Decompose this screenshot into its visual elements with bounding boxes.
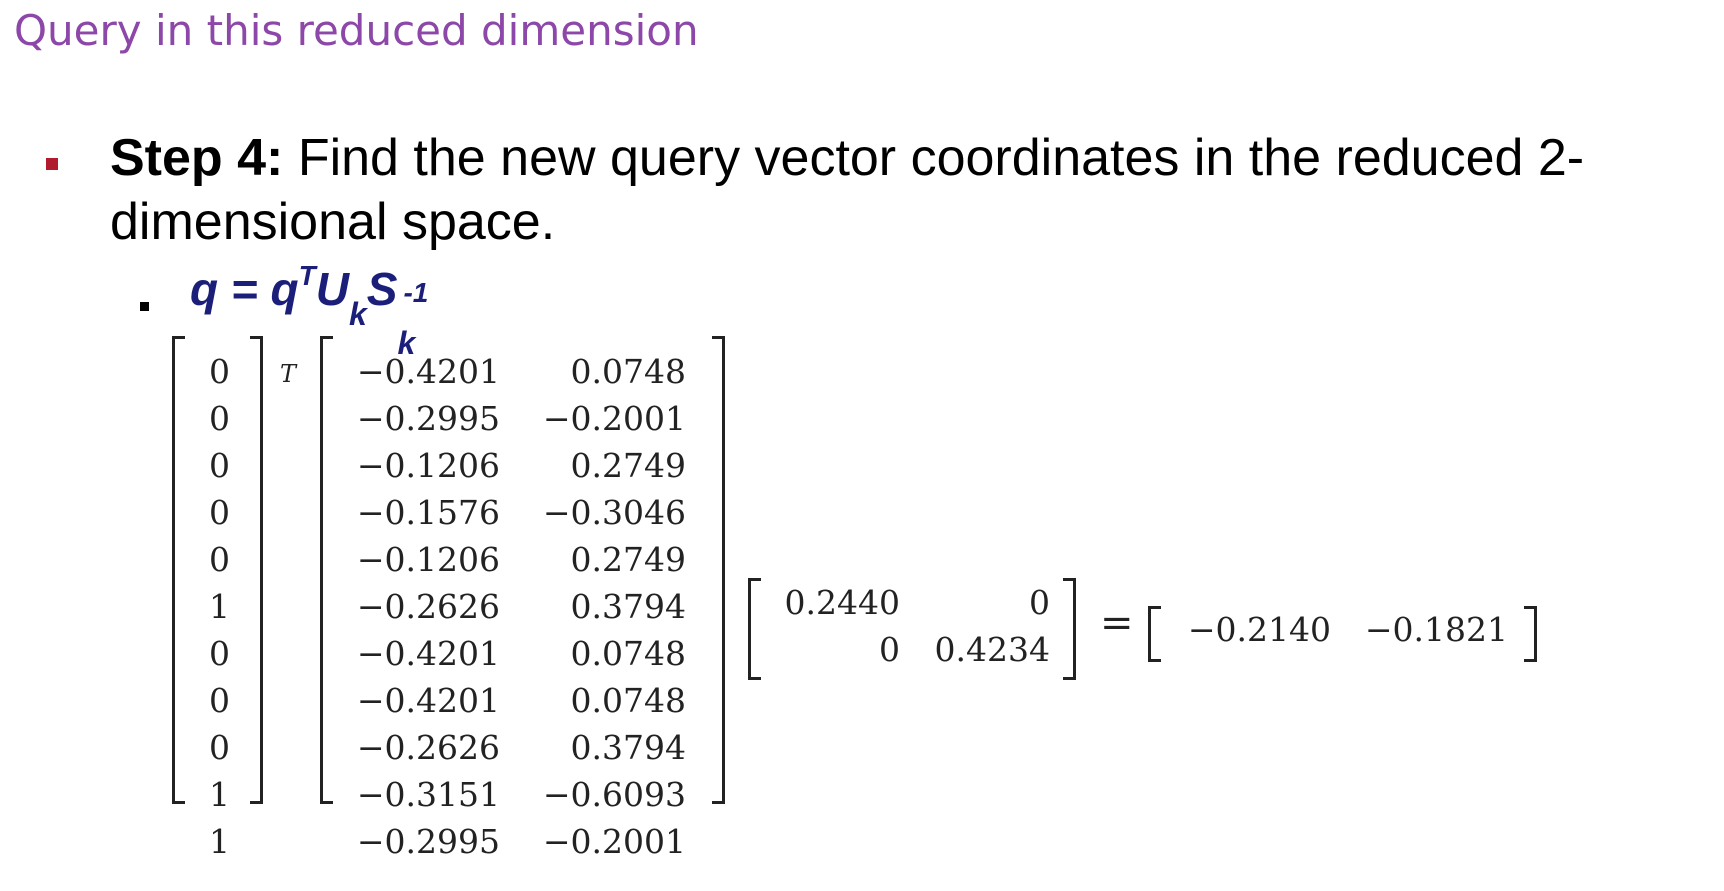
sk-matrix-right-bracket [1063,578,1076,680]
step-text: Find the new query vector coordinates in… [110,129,1585,251]
formula-inverse: -1 [403,277,429,308]
uk-entry: 0.0748 [570,352,686,391]
uk-entry: 0.2749 [570,446,686,485]
uk-entry: 0.2749 [570,540,686,579]
sk-entry: 0.2440 [784,583,900,622]
uk-entry: −0.2995 [356,399,500,438]
query-vector-entry: 0 [209,634,230,673]
uk-entry: 0.3794 [570,587,686,626]
uk-entry: −0.1206 [356,540,500,579]
step-label: Step 4: [110,129,284,187]
transpose-symbol: T [280,360,297,388]
uk-entry: −0.2001 [542,822,686,861]
query-vector-entry: 1 [209,587,230,626]
uk-entry: −0.3151 [356,775,500,814]
query-vector-entry: 0 [209,681,230,720]
uk-entry: −0.1576 [356,493,500,532]
uk-entry: 0.0748 [570,681,686,720]
slide-title: Query in this reduced dimension [14,6,699,55]
result-right-bracket [1524,606,1537,662]
equals-sign: = [1100,600,1134,646]
uk-matrix-right-bracket [712,336,725,804]
uk-entry: 0.3794 [570,728,686,767]
uk-entry: −0.3046 [542,493,686,532]
uk-entry: −0.4201 [356,352,500,391]
sub-bullet-marker [140,302,149,311]
uk-entry: −0.2001 [542,399,686,438]
query-vector-entry: 1 [209,775,230,814]
uk-entry: −0.2626 [356,587,500,626]
formula-sub-k: k [348,296,367,332]
uk-entry: −0.2995 [356,822,500,861]
query-vector-entry: 0 [209,399,230,438]
result-entry: −0.1821 [1364,610,1508,649]
query-vector-entry: 0 [209,352,230,391]
query-vector-entry: 0 [209,493,230,532]
formula: q = qTUkS k -1 [190,259,429,361]
formula-transpose: T [298,259,316,291]
query-vector-entry: 0 [209,728,230,767]
bullet-marker [46,158,58,170]
uk-entry: 0.0748 [570,634,686,673]
step-description: Step 4: Find the new query vector coordi… [110,126,1670,254]
uk-entry: −0.1206 [356,446,500,485]
result-left-bracket [1148,606,1161,662]
uk-entry: −0.4201 [356,634,500,673]
uk-entry: −0.2626 [356,728,500,767]
query-vector-entry: 1 [209,822,230,861]
sk-entry: 0 [879,630,900,669]
sk-matrix-left-bracket [748,578,761,680]
result-entry: −0.2140 [1187,610,1331,649]
formula-S: S [366,263,398,315]
query-vector-entry: 0 [209,540,230,579]
uk-entry: −0.4201 [356,681,500,720]
formula-U: U [315,263,349,315]
sk-entry: 0 [1029,583,1050,622]
query-vector-entry: 0 [209,446,230,485]
uk-entry: −0.6093 [542,775,686,814]
formula-sub-k2: k [397,325,416,361]
query-vector-right-bracket [250,336,263,804]
formula-lhs: q = q [190,263,299,315]
query-vector-left-bracket [172,336,185,804]
uk-matrix-left-bracket [320,336,333,804]
sk-entry: 0.4234 [934,630,1050,669]
